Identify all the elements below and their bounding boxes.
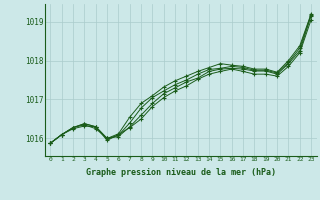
- X-axis label: Graphe pression niveau de la mer (hPa): Graphe pression niveau de la mer (hPa): [86, 168, 276, 177]
